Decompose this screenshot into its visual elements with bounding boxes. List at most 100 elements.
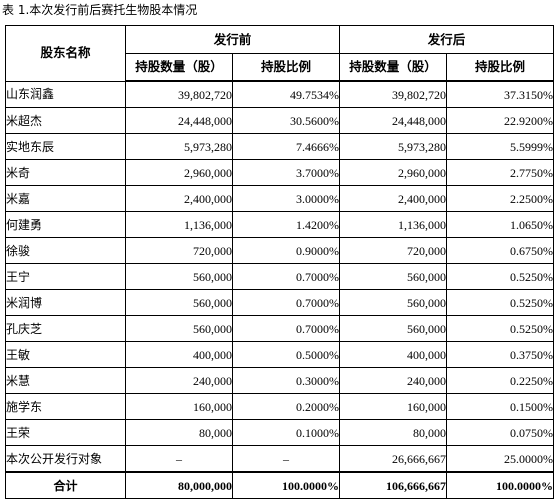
shareholder-name-cell: 米奇 <box>5 159 126 186</box>
shareholder-name-cell: 实地东辰 <box>5 133 126 160</box>
after-ratio-cell: 0.5250% <box>446 289 555 316</box>
before-ratio-cell: – <box>231 445 341 473</box>
after-ratio-cell: 0.2250% <box>446 367 555 394</box>
after-ratio-cell: 25.0000% <box>446 445 555 473</box>
after-ratio-cell: 0.3750% <box>446 341 555 368</box>
table-row: 何建勇 1,136,000 1.4200% 1,136,000 1.0650% <box>5 211 555 238</box>
before-ratio-cell: 0.5000% <box>231 341 341 368</box>
after-shares-cell: 2,960,000 <box>339 159 448 186</box>
before-shares-cell: 560,000 <box>125 315 233 342</box>
after-shares-cell: 720,000 <box>339 237 448 264</box>
header-after-issue: 发行后 <box>339 25 555 54</box>
before-shares-cell: 39,802,720 <box>125 80 233 108</box>
before-ratio-cell: 0.1000% <box>231 419 341 446</box>
before-shares-cell: 160,000 <box>125 393 233 420</box>
after-shares-cell: 160,000 <box>339 393 448 420</box>
before-shares-cell: 5,973,280 <box>125 133 233 160</box>
after-ratio-cell: 37.3150% <box>446 80 555 108</box>
before-shares-cell: 720,000 <box>125 237 233 264</box>
after-ratio-cell: 5.5999% <box>446 133 555 160</box>
table-row: 本次公开发行对象 – –26,666,667 25.0000% <box>5 445 555 473</box>
table-body: 山东润鑫 39,802,720 49.7534% 39,802,720 37.3150%… <box>5 80 555 473</box>
table-row: 米嘉 2,400,000 3.0000% 2,400,000 2.2500% <box>5 185 555 212</box>
before-shares-cell: 560,000 <box>125 289 233 316</box>
before-ratio-cell: 30.5600% <box>231 107 341 134</box>
before-shares-cell: – <box>125 445 233 473</box>
after-ratio-cell: 1.0650% <box>446 211 555 238</box>
after-ratio-cell: 0.1500% <box>446 393 555 420</box>
table-row: 米超杰 24,448,000 30.5600% 24,448,000 22.9200% <box>5 107 555 134</box>
header-before-issue: 发行前 <box>124 25 341 54</box>
before-shares-cell: 560,000 <box>125 263 233 290</box>
table-row: 施学东 160,000 0.2000% 160,000 0.1500% <box>5 393 555 420</box>
before-shares-cell: 2,400,000 <box>125 185 233 212</box>
table-row: 孔庆芝 560,000 0.7000% 560,000 0.5250% <box>5 315 555 342</box>
before-shares-cell: 240,000 <box>125 367 233 394</box>
after-shares-cell: 39,802,720 <box>339 80 448 108</box>
after-shares-cell: 80,000 <box>339 419 448 446</box>
before-shares-cell: 2,960,000 <box>125 159 233 186</box>
after-ratio-cell: 22.9200% <box>446 107 555 134</box>
shareholder-name-cell: 何建勇 <box>5 211 126 238</box>
total-row: 合计 80,000,000 100.0000% 106,666,667 100.… <box>5 471 555 499</box>
after-shares-cell: 240,000 <box>339 367 448 394</box>
header-before-shares: 持股数量（股） <box>125 53 233 82</box>
table-row: 米奇 2,960,000 3.7000% 2,960,000 2.7750% <box>5 159 555 186</box>
after-ratio-cell: 2.2500% <box>446 185 555 212</box>
total-before-shares: 80,000,000 <box>125 471 233 499</box>
before-shares-cell: 24,448,000 <box>125 107 233 134</box>
table-row: 实地东辰 5,973,280 7.4666% 5,973,280 5.5999% <box>5 133 555 160</box>
table-row: 米慧 240,000 0.3000% 240,000 0.2250% <box>5 367 555 394</box>
table-caption: 表 1.本次发行前后赛托生物股本情况 <box>2 3 198 17</box>
before-ratio-cell: 0.7000% <box>231 263 341 290</box>
after-ratio-cell: 0.5250% <box>446 263 555 290</box>
table-row: 米润博 560,000 0.7000% 560,000 0.5250% <box>5 289 555 316</box>
before-ratio-cell: 7.4666% <box>231 133 341 160</box>
after-shares-cell: 560,000 <box>339 315 448 342</box>
before-shares-cell: 1,136,000 <box>125 211 233 238</box>
before-ratio-cell: 1.4200% <box>231 211 341 238</box>
before-shares-cell: 80,000 <box>125 419 233 446</box>
total-label: 合计 <box>5 471 126 499</box>
table-row: 山东润鑫 39,802,720 49.7534% 39,802,720 37.3150% <box>5 80 555 108</box>
shareholder-name-cell: 米慧 <box>5 367 126 394</box>
after-shares-cell: 1,136,000 <box>339 211 448 238</box>
shareholder-name-cell: 孔庆芝 <box>5 315 126 342</box>
header-row-columns: 持股数量（股） 持股比例 持股数量（股） 持股比例 <box>6 53 555 82</box>
before-ratio-cell: 0.9000% <box>231 237 341 264</box>
before-ratio-cell: 49.7534% <box>231 80 341 108</box>
shareholder-name-cell: 本次公开发行对象 <box>5 445 126 473</box>
before-shares-cell: 400,000 <box>125 341 233 368</box>
before-ratio-cell: 0.2000% <box>231 393 341 420</box>
total-after-ratio: 100.0000% <box>446 471 555 499</box>
after-shares-cell: 26,666,667 <box>339 445 448 473</box>
shareholder-name-cell: 王荣 <box>5 419 126 446</box>
header-after-ratio: 持股比例 <box>446 53 555 82</box>
shareholder-name-cell: 徐骏 <box>5 237 126 264</box>
header-after-shares: 持股数量（股） <box>339 53 448 82</box>
table-row: 王荣 80,000 0.1000% 80,000 0.0750% <box>5 419 555 446</box>
equity-structure-table: 股东名称 发行前 发行后 持股数量（股） 持股比例 持股数量（股） 持股比例 山… <box>5 25 555 499</box>
shareholder-name-cell: 施学东 <box>5 393 126 420</box>
shareholder-name-cell: 山东润鑫 <box>5 80 126 108</box>
after-shares-cell: 5,973,280 <box>339 133 448 160</box>
shareholder-name-cell: 米超杰 <box>5 107 126 134</box>
shareholder-name-cell: 米润博 <box>5 289 126 316</box>
total-after-shares: 106,666,667 <box>339 471 448 499</box>
after-shares-cell: 560,000 <box>339 263 448 290</box>
shareholder-name-cell: 王敏 <box>5 341 126 368</box>
total-before-ratio: 100.0000% <box>231 471 341 499</box>
after-ratio-cell: 0.5250% <box>446 315 555 342</box>
table-row: 徐骏 720,000 0.9000% 720,000 0.6750% <box>5 237 555 264</box>
header-row-groups: 股东名称 发行前 发行后 <box>5 25 555 82</box>
header-before-ratio: 持股比例 <box>231 53 341 82</box>
before-ratio-cell: 3.0000% <box>231 185 341 212</box>
before-ratio-cell: 3.7000% <box>231 159 341 186</box>
table-row: 王宁 560,000 0.7000% 560,000 0.5250% <box>5 263 555 290</box>
after-ratio-cell: 0.6750% <box>446 237 555 264</box>
after-shares-cell: 24,448,000 <box>339 107 448 134</box>
before-ratio-cell: 0.7000% <box>231 289 341 316</box>
table-row: 王敏 400,000 0.5000% 400,000 0.3750% <box>5 341 555 368</box>
before-ratio-cell: 0.7000% <box>231 315 341 342</box>
after-ratio-cell: 0.0750% <box>446 419 555 446</box>
